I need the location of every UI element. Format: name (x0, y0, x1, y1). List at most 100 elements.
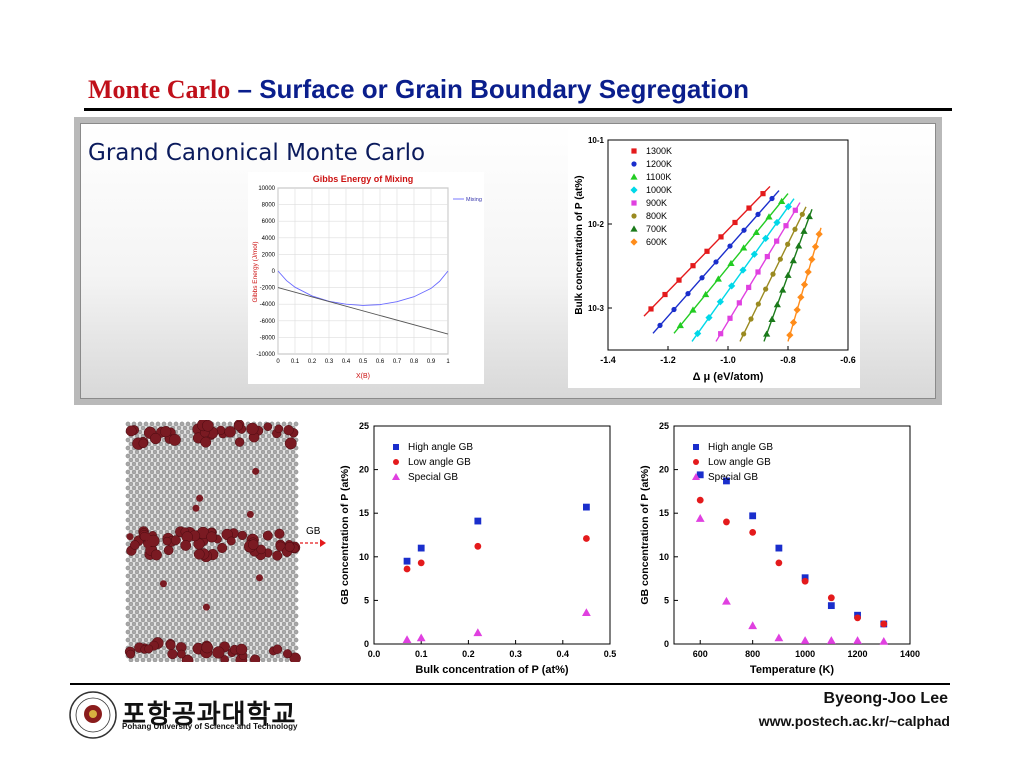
data-point-900k (774, 238, 780, 244)
host-atom (218, 593, 224, 599)
host-atom (218, 569, 224, 575)
host-atom (179, 477, 185, 483)
host-atom (266, 457, 272, 463)
host-atom (164, 609, 170, 615)
host-atom (290, 569, 296, 575)
host-atom (275, 613, 281, 619)
host-atom (236, 473, 242, 479)
data-point-low-angle-gb (696, 496, 704, 504)
host-atom (266, 569, 272, 575)
host-atom (248, 625, 254, 631)
website-link[interactable]: www.postech.ac.kr/~calphad (758, 713, 950, 729)
solute-atom (272, 550, 283, 561)
host-atom (182, 505, 188, 511)
host-atom (176, 625, 182, 631)
host-atom (164, 449, 170, 455)
y-tick-label: 10 (359, 552, 369, 562)
legend-label: 900K (646, 198, 667, 208)
host-atom (227, 453, 233, 459)
host-atom (227, 421, 233, 427)
host-atom (173, 597, 179, 603)
host-atom (227, 461, 233, 467)
host-atom (230, 569, 236, 575)
host-atom (203, 453, 209, 459)
host-atom (185, 629, 191, 635)
host-atom (215, 557, 221, 563)
host-atom (278, 617, 284, 623)
host-atom (194, 465, 200, 471)
host-atom (185, 637, 191, 643)
data-point-high-angle-gb (583, 503, 590, 511)
host-atom (158, 593, 164, 599)
host-atom (293, 589, 299, 595)
host-atom (215, 565, 221, 571)
solute-atom (159, 580, 167, 588)
host-atom (185, 589, 191, 595)
host-atom (155, 461, 161, 467)
host-atom (224, 625, 230, 631)
host-atom (233, 613, 239, 619)
host-atom (200, 569, 206, 575)
host-atom (257, 525, 263, 531)
host-atom (143, 653, 149, 659)
host-atom (272, 537, 278, 543)
host-atom (278, 481, 284, 487)
host-atom (239, 621, 245, 627)
solute-atom (149, 432, 162, 445)
host-atom (233, 557, 239, 563)
host-atom (278, 505, 284, 511)
host-atom (281, 509, 287, 515)
host-atom (209, 605, 215, 611)
host-atom (131, 589, 137, 595)
host-atom (224, 569, 230, 575)
host-atom (239, 469, 245, 475)
y-tick-label: 25 (359, 421, 369, 431)
host-atom (248, 633, 254, 639)
host-atom (242, 609, 248, 615)
host-atom (236, 489, 242, 495)
x-tick-label: 0.5 (359, 359, 368, 365)
host-atom (230, 449, 236, 455)
host-atom (191, 469, 197, 475)
host-atom (290, 529, 296, 535)
host-atom (137, 485, 143, 491)
host-atom (227, 509, 233, 515)
host-atom (161, 613, 167, 619)
host-atom (233, 621, 239, 627)
host-atom (155, 597, 161, 603)
host-atom (227, 621, 233, 627)
host-atom (188, 449, 194, 455)
host-atom (188, 609, 194, 615)
solute-atom (206, 531, 218, 543)
legend-label: 700K (646, 224, 667, 234)
x-tick-label: -0.6 (840, 355, 856, 365)
host-atom (242, 521, 248, 527)
host-atom (170, 625, 176, 631)
host-atom (143, 589, 149, 595)
host-atom (251, 461, 257, 467)
data-point-1100k (752, 228, 760, 236)
host-atom (206, 473, 212, 479)
host-atom (215, 501, 221, 507)
host-atom (293, 581, 299, 587)
host-atom (143, 509, 149, 515)
host-atom (269, 445, 275, 451)
host-atom (254, 489, 260, 495)
host-atom (191, 453, 197, 459)
legend-label: 1000K (646, 185, 672, 195)
y-tick-label: 20 (659, 465, 669, 475)
host-atom (185, 485, 191, 491)
host-atom (173, 485, 179, 491)
host-atom (236, 457, 242, 463)
host-atom (284, 601, 290, 607)
host-atom (269, 573, 275, 579)
solute-atom (180, 540, 192, 551)
host-atom (149, 453, 155, 459)
solute-atom (263, 422, 273, 432)
host-atom (197, 605, 203, 611)
host-atom (272, 489, 278, 495)
host-atom (158, 649, 164, 655)
host-atom (203, 493, 209, 499)
host-atom (212, 625, 218, 631)
host-atom (245, 557, 251, 563)
